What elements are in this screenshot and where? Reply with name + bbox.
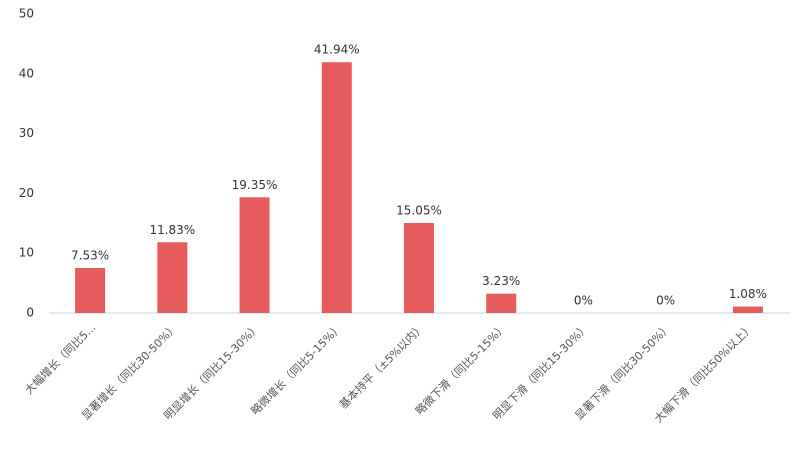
y-tick-label: 10	[19, 246, 34, 260]
y-tick-label: 0	[26, 306, 34, 320]
bar	[404, 223, 434, 313]
x-tick-label: 略微增长（同比5-15%）	[248, 320, 345, 417]
bar	[239, 197, 270, 313]
value-label: 0%	[656, 294, 675, 308]
bar	[157, 242, 188, 313]
x-tick-label: 大幅增长（同比5...	[22, 320, 99, 397]
x-tick-label: 显著下滑（同比30-50%）	[572, 320, 674, 422]
value-label: 0%	[574, 294, 593, 308]
value-label: 7.53%	[71, 248, 109, 262]
x-tick-label: 显著增长（同比30-50%）	[78, 320, 180, 422]
value-label: 41.94%	[314, 43, 360, 57]
bar	[321, 62, 352, 314]
value-label: 1.08%	[729, 287, 767, 301]
x-tick-label: 略微下滑（同比5-15%）	[412, 320, 509, 417]
value-label: 19.35%	[232, 178, 278, 192]
value-label: 15.05%	[396, 204, 442, 218]
y-tick-label: 20	[19, 186, 34, 200]
x-tick-label: 明显下滑（同比15-30%）	[490, 321, 591, 422]
y-tick-label: 30	[19, 126, 34, 140]
y-tick-label: 50	[19, 7, 34, 21]
value-label: 3.23%	[482, 274, 520, 288]
x-tick-label: 明显增长（同比15-30%）	[161, 320, 263, 422]
value-label: 11.83%	[149, 223, 195, 237]
x-tick-label: 基本持平（±5%以内）	[336, 320, 427, 411]
y-tick-label: 40	[19, 66, 34, 80]
bar	[486, 293, 517, 313]
bar	[75, 267, 106, 313]
bar	[732, 306, 763, 313]
